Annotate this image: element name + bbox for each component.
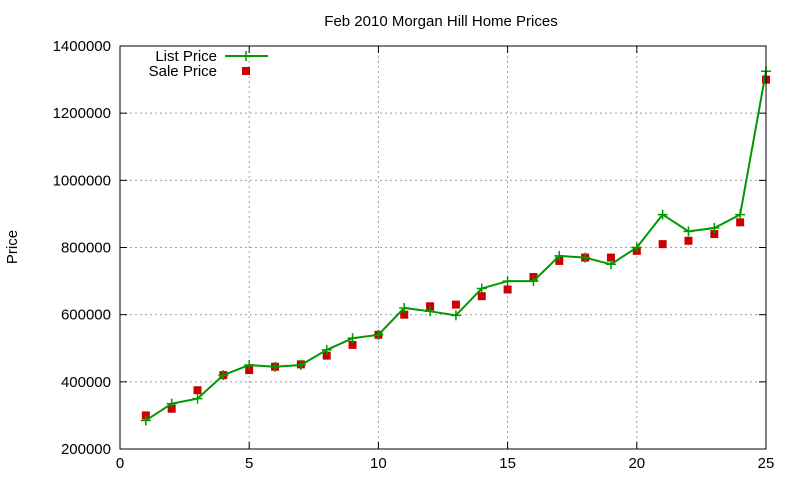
y-tick-label: 1200000 <box>53 105 111 122</box>
list-price-line <box>145 71 767 422</box>
x-tick-label: 10 <box>370 455 387 472</box>
list-price-point <box>373 329 384 340</box>
sale-price-point <box>426 302 435 311</box>
sale-price-point <box>245 366 254 375</box>
legend-label-list-price: List Price <box>155 48 217 65</box>
sale-price-point <box>193 386 202 395</box>
grid-lines <box>120 46 766 449</box>
y-tick-label: 200000 <box>61 441 111 458</box>
data-series <box>140 66 771 426</box>
list-price-point <box>166 398 177 409</box>
sale-price-point <box>167 404 176 413</box>
sale-price-point <box>141 411 150 420</box>
y-axis-label: Price <box>4 230 21 264</box>
list-price-point <box>244 360 255 371</box>
x-tick-label: 25 <box>758 455 775 472</box>
list-price-point <box>528 276 539 287</box>
x-tick-label: 5 <box>245 455 253 472</box>
sale-price-point <box>400 310 409 319</box>
x-tick-label: 15 <box>499 455 516 472</box>
sale-price-point <box>555 256 564 265</box>
list-price-point <box>580 252 591 263</box>
list-price-point <box>347 333 358 344</box>
chart-title: Feb 2010 Morgan Hill Home Prices <box>324 13 557 30</box>
list-price-point <box>683 226 694 237</box>
sale-price-point <box>658 240 667 249</box>
list-price-point <box>321 344 332 355</box>
sale-price-point <box>477 292 486 301</box>
sale-price-point <box>348 340 357 349</box>
list-price-point <box>605 259 616 270</box>
tick-labels: 0 5 10 15 20 25 200000 400000 600000 800000 100000… <box>53 38 775 472</box>
sale-price-point <box>322 351 331 360</box>
list-price-point <box>270 361 281 372</box>
list-price-point <box>657 209 668 220</box>
sale-price-point <box>736 218 745 227</box>
list-price-point <box>735 209 746 220</box>
list-price-point <box>554 250 565 261</box>
legend: List Price Sale Price <box>149 48 268 80</box>
list-price-point <box>476 283 487 294</box>
x-tick-label: 20 <box>628 455 645 472</box>
plot-border <box>119 45 767 450</box>
sale-price-point <box>710 230 719 239</box>
list-price-point <box>399 302 410 313</box>
list-price-point <box>631 242 642 253</box>
legend-marker-list-price <box>241 51 251 61</box>
list-price-point <box>450 310 461 321</box>
sale-price-point <box>503 285 512 294</box>
list-price-point <box>295 360 306 371</box>
legend-label-sale-price: Sale Price <box>149 63 217 80</box>
y-tick-label: 400000 <box>61 374 111 391</box>
sale-price-point <box>684 236 693 245</box>
list-price-point <box>192 393 203 404</box>
y-tick-label: 1400000 <box>53 38 111 55</box>
list-price-point <box>425 306 436 317</box>
list-price-point <box>218 370 229 381</box>
list-price-point <box>140 415 151 426</box>
y-tick-label: 600000 <box>61 307 111 324</box>
sale-price-point <box>606 253 615 262</box>
x-tick-label: 0 <box>116 455 124 472</box>
legend-marker-sale-price <box>242 67 250 75</box>
list-price-point <box>502 276 513 287</box>
y-tick-label: 1000000 <box>53 172 111 189</box>
sale-price-point <box>451 300 460 309</box>
list-price-point <box>709 223 720 234</box>
y-tick-label: 800000 <box>61 240 111 257</box>
